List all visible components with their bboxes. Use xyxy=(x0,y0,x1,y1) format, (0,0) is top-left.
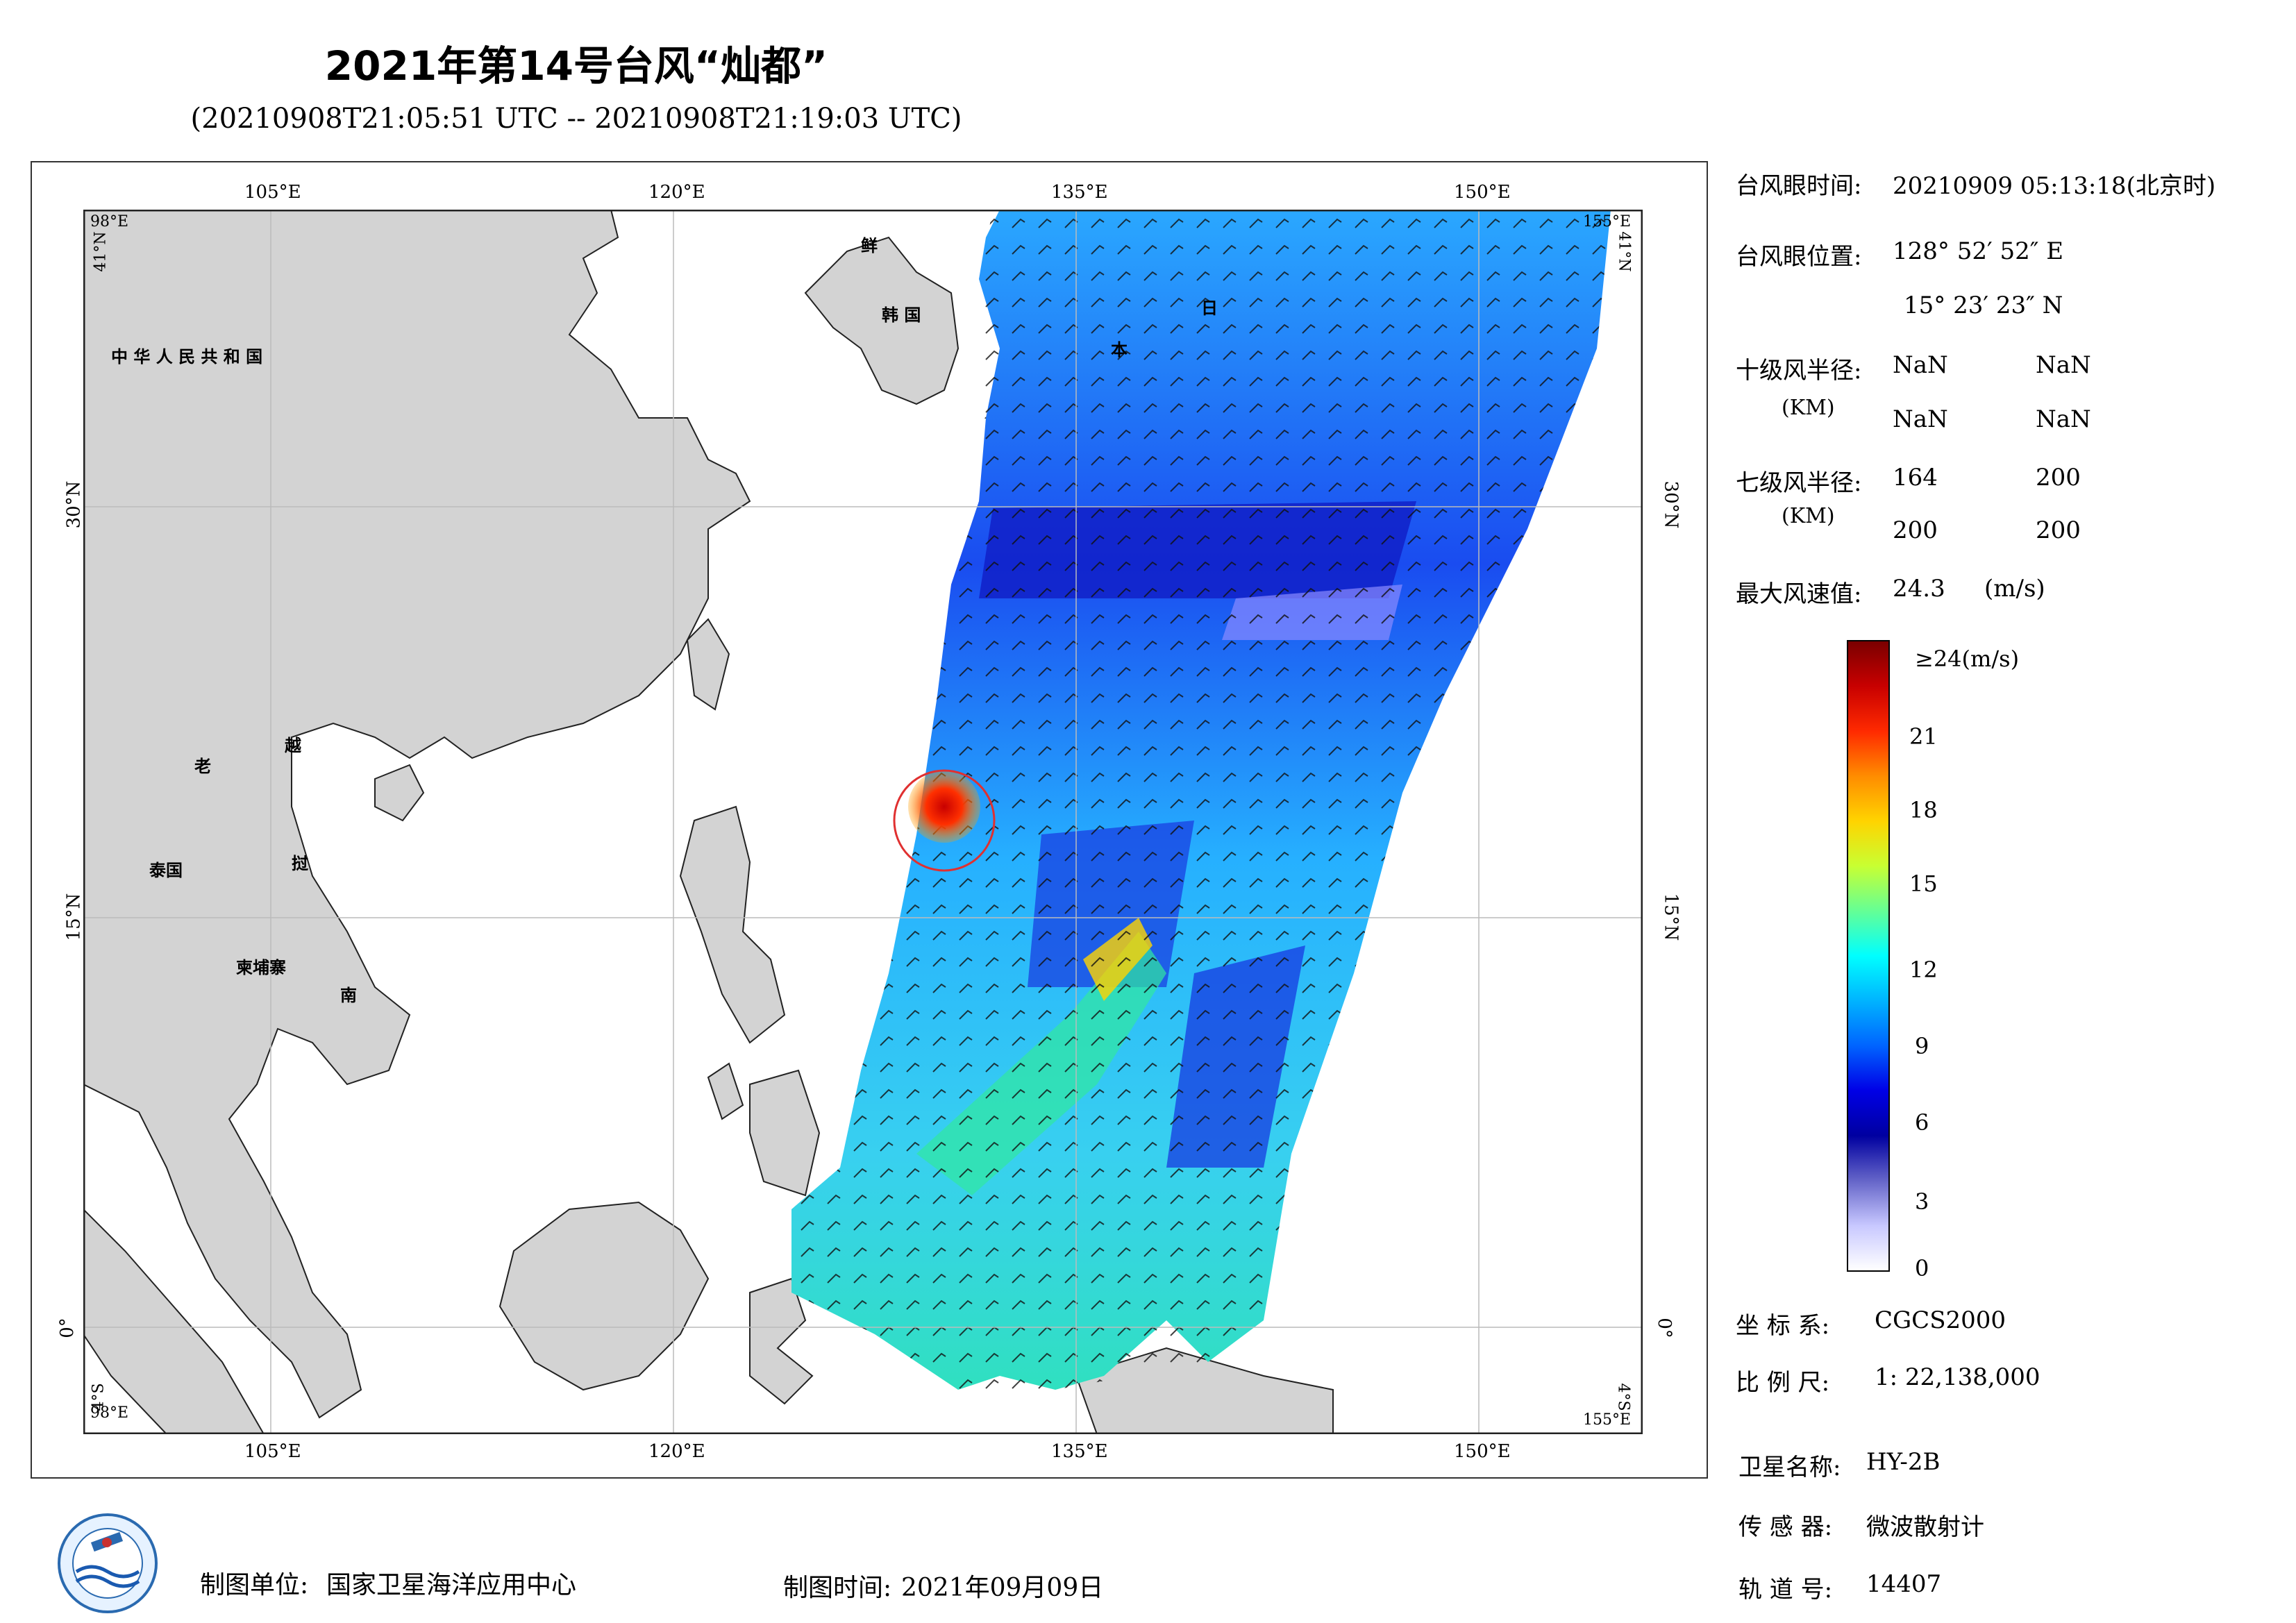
footer-unit-value: 国家卫星海洋应用中心 xyxy=(326,1571,577,1599)
colorbar-tick-3: 3 xyxy=(1915,1188,1929,1215)
label-korea-n: 鲜 xyxy=(861,236,878,255)
lon-label-bottom-135: 135°E xyxy=(1051,1441,1108,1462)
scale-label: 比 例 尺: xyxy=(1736,1369,1830,1397)
colorbar-tick-15: 15 xyxy=(1909,871,1938,897)
eye-time-label: 台风眼时间: xyxy=(1736,172,1862,200)
r7-value-4: 200 xyxy=(2036,516,2081,544)
lat-label-right-15: 15°N xyxy=(1660,893,1682,941)
lon-label-bottom-150: 150°E xyxy=(1454,1441,1511,1462)
colorbar-tick-18: 18 xyxy=(1909,797,1938,823)
label-china: 中 华 人 民 共 和 国 xyxy=(111,347,262,367)
max-wind-label: 最大风速值: xyxy=(1736,580,1862,608)
nsoas-logo-icon xyxy=(58,1513,158,1613)
r10-value-4: NaN xyxy=(2036,405,2091,433)
typhoon-wind-radius-circle[interactable] xyxy=(893,769,996,872)
sensor-value: 微波散射计 xyxy=(1866,1513,1984,1541)
r10-unit: (KM) xyxy=(1782,396,1835,420)
wind-swath xyxy=(791,210,1611,1390)
eye-time-value: 20210909 05:13:18(北京时) xyxy=(1893,172,2216,200)
label-japan-1: 日 xyxy=(1201,298,1218,318)
lon-label-bottom-120: 120°E xyxy=(648,1441,705,1462)
lat-label-left-0: 0° xyxy=(56,1318,78,1338)
r10-value-3: NaN xyxy=(1893,405,1948,433)
r7-unit: (KM) xyxy=(1782,504,1835,528)
footer-unit-label: 制图单位: xyxy=(200,1571,309,1599)
typhoon-wind-map[interactable]: 中 华 人 民 共 和 国 鲜 韩 国 日 本 老 越 挝 泰国 柬埔寨 南 9… xyxy=(83,210,1643,1434)
label-vietnam-1: 越 xyxy=(285,736,302,755)
eye-pos-label: 台风眼位置: xyxy=(1736,243,1862,271)
lat-label-right-30: 30°N xyxy=(1660,480,1682,529)
eye-pos-lon: 128° 52′ 52″ E xyxy=(1893,237,2064,265)
crs-value: CGCS2000 xyxy=(1875,1306,2006,1334)
lon-label-top-135: 135°E xyxy=(1051,182,1108,203)
footer-time-value: 2021年09月09日 xyxy=(901,1574,1104,1602)
colorbar-tick-21: 21 xyxy=(1909,723,1938,750)
max-wind-value: 24.3 xyxy=(1893,575,1945,603)
page-title: 2021年第14号台风“灿都” xyxy=(324,42,828,90)
crs-label: 坐 标 系: xyxy=(1736,1312,1830,1340)
max-wind-unit: (m/s) xyxy=(1984,575,2045,603)
satellite-label: 卫星名称: xyxy=(1738,1454,1841,1481)
colorbar-tick-12: 12 xyxy=(1909,957,1938,983)
lat-label-right-0: 0° xyxy=(1653,1318,1675,1338)
map-frame xyxy=(31,161,1708,1479)
label-japan-2: 本 xyxy=(1111,340,1128,360)
colorbar-tick-9: 9 xyxy=(1915,1033,1929,1059)
lon-label-top-150: 150°E xyxy=(1454,182,1511,203)
lon-label-top-105: 105°E xyxy=(244,182,301,203)
corner-top-right-lon: 155°E xyxy=(1583,213,1631,230)
satellite-value: HY-2B xyxy=(1866,1448,1941,1476)
r7-label: 七级风半径: xyxy=(1736,469,1862,497)
scale-value: 1: 22,138,000 xyxy=(1875,1363,2041,1391)
label-laos-2: 挝 xyxy=(292,854,309,873)
corner-top-left-lat: 41°N xyxy=(92,231,110,272)
label-korea-s: 韩 国 xyxy=(882,305,921,325)
lat-label-left-30: 30°N xyxy=(63,480,85,529)
colorbar-tick-6: 6 xyxy=(1915,1109,1929,1136)
corner-bottom-right-lon: 155°E xyxy=(1583,1411,1631,1429)
label-thailand: 泰国 xyxy=(149,861,183,880)
r7-value-1: 164 xyxy=(1893,464,1938,491)
orbit-value: 14407 xyxy=(1866,1570,1942,1598)
orbit-label: 轨 道 号: xyxy=(1738,1576,1833,1604)
corner-top-right-lat: 41°N xyxy=(1615,231,1633,272)
lon-label-bottom-105: 105°E xyxy=(244,1441,301,1462)
r10-value-1: NaN xyxy=(1893,351,1948,379)
colorbar-top-label: ≥24(m/s) xyxy=(1915,646,2020,672)
map-border xyxy=(83,210,1643,1434)
label-cambodia: 柬埔寨 xyxy=(236,958,286,977)
r10-value-2: NaN xyxy=(2036,351,2091,379)
label-laos: 老 xyxy=(194,757,211,776)
colorbar-tick-0: 0 xyxy=(1915,1255,1929,1281)
eye-pos-lat: 15° 23′ 23″ N xyxy=(1904,292,2063,319)
corner-top-left-lon: 98°E xyxy=(90,213,128,230)
lat-label-left-15: 15°N xyxy=(63,893,85,941)
sensor-label: 传 感 器: xyxy=(1738,1513,1833,1541)
page-subtitle: (20210908T21:05:51 UTC -- 20210908T21:19… xyxy=(190,103,962,135)
wind-speed-colorbar xyxy=(1847,640,1890,1272)
typhoon-core xyxy=(908,771,980,843)
lon-label-top-120: 120°E xyxy=(648,182,705,203)
graticule xyxy=(83,210,1643,1434)
r10-label: 十级风半径: xyxy=(1736,357,1862,385)
corner-bottom-left-lon: 98°E xyxy=(90,1404,128,1422)
r7-value-2: 200 xyxy=(2036,464,2081,491)
label-vietnam-2: 南 xyxy=(340,986,357,1005)
corner-bottom-right-lat: 4°S xyxy=(1614,1383,1632,1411)
footer-time-label: 制图时间: xyxy=(783,1574,892,1602)
corner-bottom-left-lat: 4°S xyxy=(90,1383,108,1411)
r7-value-3: 200 xyxy=(1893,516,1938,544)
